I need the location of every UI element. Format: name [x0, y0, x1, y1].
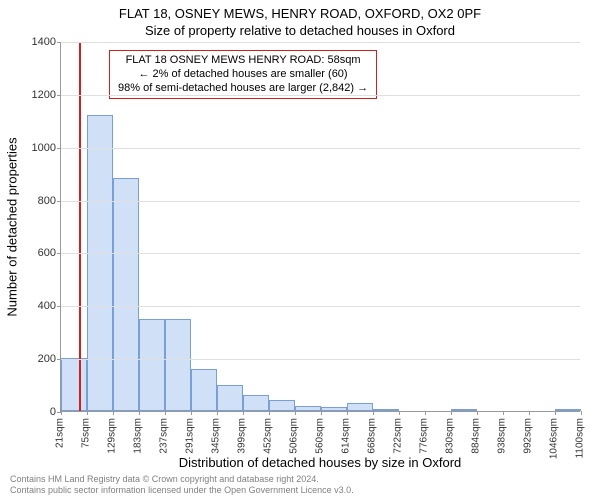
xtick-mark — [451, 411, 452, 415]
xtick-mark — [217, 411, 218, 415]
bar — [347, 403, 373, 411]
gridline — [61, 95, 580, 96]
annotation-line-2: ← 2% of detached houses are smaller (60) — [118, 68, 368, 82]
gridline — [61, 306, 580, 307]
bar — [451, 409, 477, 411]
xtick-mark — [165, 411, 166, 415]
bar — [61, 358, 87, 411]
xtick-label: 506sqm — [289, 418, 300, 454]
ytick-mark — [57, 95, 61, 96]
gridline — [61, 201, 580, 202]
bar — [217, 385, 243, 411]
xtick-mark — [399, 411, 400, 415]
reference-line — [79, 42, 81, 411]
xtick-label: 614sqm — [341, 418, 352, 454]
bar — [191, 369, 217, 411]
xtick-mark — [425, 411, 426, 415]
xtick-mark — [139, 411, 140, 415]
chart-title: FLAT 18, OSNEY MEWS, HENRY ROAD, OXFORD,… — [0, 0, 600, 23]
annotation-line-3: 98% of semi-detached houses are larger (… — [118, 82, 368, 96]
chart-container: FLAT 18, OSNEY MEWS, HENRY ROAD, OXFORD,… — [0, 0, 600, 500]
xtick-label: 1046sqm — [549, 418, 560, 459]
xtick-mark — [321, 411, 322, 415]
bar — [87, 115, 113, 411]
plot-area: FLAT 18 OSNEY MEWS HENRY ROAD: 58sqm ← 2… — [60, 42, 580, 412]
xtick-label: 345sqm — [211, 418, 222, 454]
bar — [295, 406, 321, 411]
bar — [321, 407, 347, 411]
ytick-label: 0 — [16, 406, 56, 418]
ytick-label: 400 — [16, 300, 56, 312]
xtick-mark — [555, 411, 556, 415]
xtick-label: 776sqm — [419, 418, 430, 454]
xtick-label: 668sqm — [367, 418, 378, 454]
xtick-mark — [269, 411, 270, 415]
xtick-mark — [243, 411, 244, 415]
ytick-mark — [57, 148, 61, 149]
xtick-mark — [61, 411, 62, 415]
ytick-label: 200 — [16, 353, 56, 365]
xtick-label: 992sqm — [523, 418, 534, 454]
xtick-label: 884sqm — [471, 418, 482, 454]
xtick-mark — [347, 411, 348, 415]
ytick-mark — [57, 253, 61, 254]
xtick-mark — [581, 411, 582, 415]
chart-subtitle: Size of property relative to detached ho… — [0, 23, 600, 40]
xtick-label: 291sqm — [185, 418, 196, 454]
gridline — [61, 148, 580, 149]
gridline — [61, 253, 580, 254]
ytick-label: 1400 — [16, 36, 56, 48]
ytick-mark — [57, 359, 61, 360]
ytick-mark — [57, 42, 61, 43]
bar — [269, 400, 295, 411]
xtick-label: 830sqm — [445, 418, 456, 454]
xtick-mark — [529, 411, 530, 415]
annotation-box: FLAT 18 OSNEY MEWS HENRY ROAD: 58sqm ← 2… — [109, 50, 377, 99]
axes: FLAT 18 OSNEY MEWS HENRY ROAD: 58sqm ← 2… — [60, 42, 580, 412]
xtick-mark — [295, 411, 296, 415]
x-axis-label: Distribution of detached houses by size … — [60, 455, 580, 470]
bar — [165, 319, 191, 412]
bar — [243, 395, 269, 411]
xtick-label: 129sqm — [107, 418, 118, 454]
xtick-mark — [113, 411, 114, 415]
xtick-mark — [87, 411, 88, 415]
bar — [373, 409, 399, 411]
gridline — [61, 359, 580, 360]
xtick-label: 1100sqm — [575, 418, 586, 458]
gridline — [61, 42, 580, 43]
xtick-label: 938sqm — [497, 418, 508, 454]
xtick-mark — [373, 411, 374, 415]
footer-line-2: Contains public sector information licen… — [10, 485, 354, 496]
xtick-label: 452sqm — [263, 418, 274, 454]
footer: Contains HM Land Registry data © Crown c… — [10, 474, 354, 496]
xtick-label: 722sqm — [393, 418, 404, 454]
xtick-mark — [477, 411, 478, 415]
xtick-label: 75sqm — [81, 418, 92, 448]
xtick-label: 399sqm — [237, 418, 248, 454]
ytick-label: 1000 — [16, 142, 56, 154]
xtick-label: 183sqm — [133, 418, 144, 454]
ytick-label: 800 — [16, 195, 56, 207]
xtick-mark — [191, 411, 192, 415]
footer-line-1: Contains HM Land Registry data © Crown c… — [10, 474, 354, 485]
y-axis-label: Number of detached properties — [5, 137, 20, 316]
xtick-label: 237sqm — [159, 418, 170, 454]
xtick-mark — [503, 411, 504, 415]
bar — [555, 409, 581, 411]
xtick-label: 560sqm — [315, 418, 326, 454]
bar — [113, 178, 139, 411]
annotation-line-1: FLAT 18 OSNEY MEWS HENRY ROAD: 58sqm — [118, 54, 368, 68]
xtick-label: 21sqm — [55, 418, 66, 448]
ytick-label: 600 — [16, 247, 56, 259]
ytick-mark — [57, 306, 61, 307]
ytick-label: 1200 — [16, 89, 56, 101]
ytick-mark — [57, 201, 61, 202]
bar — [139, 319, 165, 412]
